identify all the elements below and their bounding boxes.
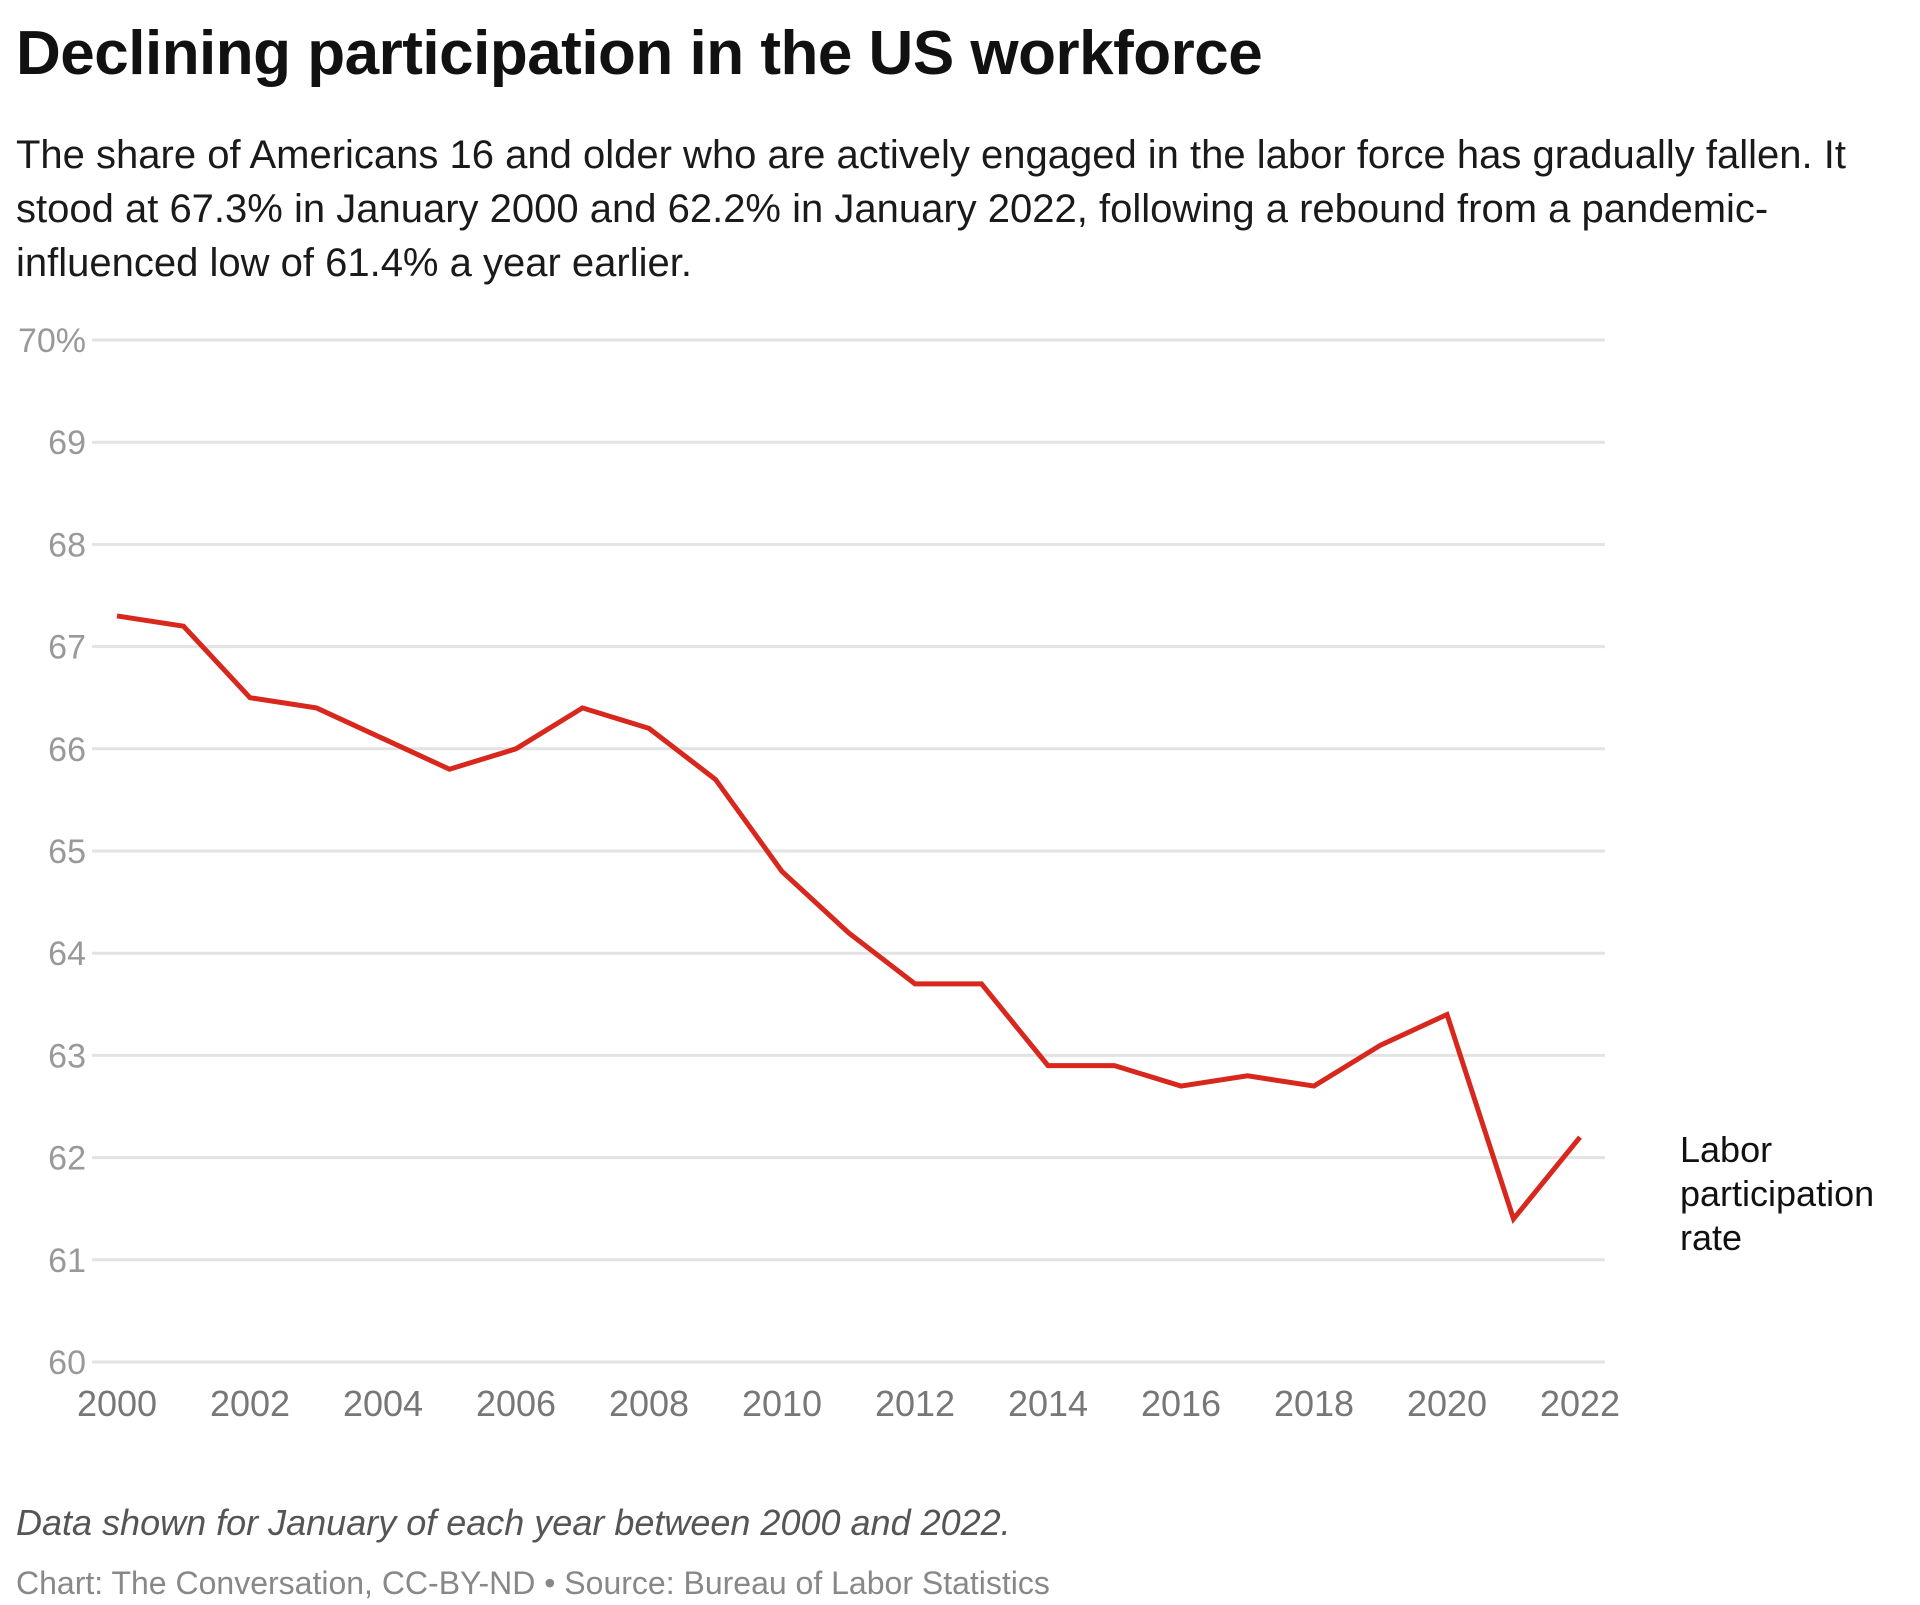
y-tick-label: 63 [48,1037,86,1075]
x-tick-label: 2008 [609,1383,689,1424]
y-tick-label: 66 [48,731,86,769]
x-tick-label: 2006 [476,1383,556,1424]
x-tick-label: 2018 [1274,1383,1354,1424]
y-tick-label: 62 [48,1140,86,1178]
x-tick-label: 2016 [1141,1383,1221,1424]
x-tick-label: 2002 [210,1383,290,1424]
y-tick-label: 70% [18,322,86,360]
chart-source: Chart: The Conversation, CC-BY-ND • Sour… [16,1565,1050,1601]
x-tick-label: 2004 [343,1383,423,1424]
y-tick-label: 64 [48,935,86,973]
y-tick-label: 67 [48,629,86,667]
series-line [116,613,1582,1225]
x-tick-label: 2000 [77,1383,157,1424]
chart-note: Data shown for January of each year betw… [16,1502,1011,1543]
x-tick-label: 2022 [1540,1383,1620,1424]
y-tick-label: 61 [48,1242,86,1280]
y-tick-label: 65 [48,833,86,871]
y-tick-label: 69 [48,424,86,462]
x-tick-label: 2014 [1008,1383,1088,1424]
series-label: Labor participation rate [1680,1129,1874,1258]
y-tick-label: 60 [48,1344,86,1382]
chart-title: Declining participation in the US workfo… [16,19,1263,88]
x-tick-label: 2012 [875,1383,955,1424]
chart-subtitle: The share of Americans 16 and older who … [16,133,1846,285]
line-chart: 60 61 62 63 64 65 66 67 68 69 70% 2000 2002 2004 2006 2… [18,322,1874,1424]
y-tick-label: 68 [48,526,86,564]
x-tick-label: 2010 [742,1383,822,1424]
x-tick-label: 2020 [1407,1383,1487,1424]
